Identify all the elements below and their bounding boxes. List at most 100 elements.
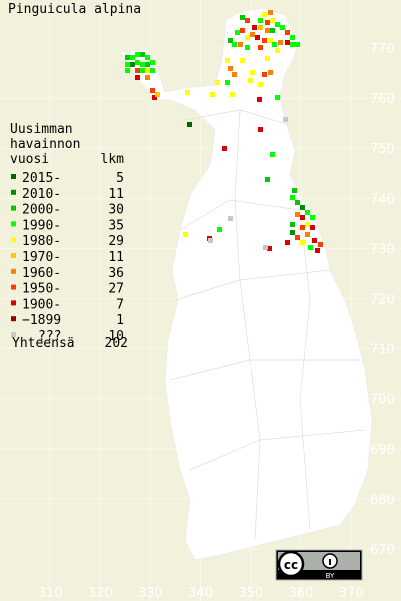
observation-square xyxy=(300,225,305,230)
observation-square xyxy=(290,230,295,235)
legend-swatch xyxy=(11,221,16,227)
grid-label-y: 700 xyxy=(370,393,395,408)
observation-square xyxy=(275,22,280,27)
observation-square xyxy=(217,227,222,232)
grid-label-x: 330 xyxy=(138,586,163,601)
observation-square xyxy=(245,18,250,23)
grid-label-x: 320 xyxy=(88,586,113,601)
legend-count: 29 xyxy=(108,234,124,249)
observation-square xyxy=(280,25,285,30)
license-badge: cc BY xyxy=(275,549,363,581)
legend-swatch xyxy=(11,316,16,322)
observation-square xyxy=(265,28,270,33)
observation-square xyxy=(295,212,300,217)
observation-square xyxy=(265,56,270,61)
observation-square xyxy=(265,177,270,182)
observation-square xyxy=(135,60,140,65)
legend-count: 27 xyxy=(108,282,124,297)
observation-square xyxy=(135,68,140,73)
observation-square xyxy=(228,38,233,43)
observation-square xyxy=(258,127,263,132)
observation-square xyxy=(285,40,290,45)
grid-label-y: 670 xyxy=(370,543,395,558)
observations xyxy=(125,10,323,253)
observation-square xyxy=(255,35,260,40)
observation-square xyxy=(262,12,267,17)
by-label: BY xyxy=(326,572,335,580)
observation-square xyxy=(262,72,267,77)
observation-square xyxy=(268,38,273,43)
legend-count: 30 xyxy=(108,203,124,218)
observation-square xyxy=(285,240,290,245)
legend-swatch xyxy=(11,284,16,290)
observation-square xyxy=(135,52,140,57)
observation-square xyxy=(305,232,310,237)
legend-label: 2000- xyxy=(22,203,61,218)
grid-label-x: 350 xyxy=(238,586,263,601)
country-shape xyxy=(119,7,373,561)
observation-square xyxy=(292,188,297,193)
observation-square xyxy=(125,68,130,73)
observation-square xyxy=(275,48,280,53)
legend-count: 11 xyxy=(108,187,124,202)
grid-label-x: 360 xyxy=(289,586,314,601)
legend-swatch xyxy=(11,174,16,179)
observation-square xyxy=(135,75,140,80)
grid-label-x: 370 xyxy=(339,586,364,601)
observation-square xyxy=(258,25,263,30)
observation-square xyxy=(295,200,300,205)
region-borders xyxy=(169,109,366,541)
observation-square xyxy=(300,215,305,220)
observation-square xyxy=(300,240,305,245)
observation-square xyxy=(245,45,250,50)
observation-square xyxy=(150,68,155,73)
observation-square xyxy=(295,42,300,47)
legend-swatch xyxy=(11,300,16,306)
observation-square xyxy=(252,25,257,30)
legend-heading: vuosi xyxy=(10,152,49,167)
observation-square xyxy=(238,42,243,47)
observation-square xyxy=(240,58,245,63)
observation-square xyxy=(215,80,220,85)
legend-count: 5 xyxy=(116,171,124,186)
observation-square xyxy=(240,28,245,33)
grid-label-y: 750 xyxy=(370,142,395,157)
observation-square xyxy=(308,245,313,250)
by-icon-figure xyxy=(329,559,331,565)
cc-circle xyxy=(277,550,305,578)
observation-square xyxy=(145,75,150,80)
observation-square xyxy=(125,62,130,67)
observation-square xyxy=(258,45,263,50)
observation-square xyxy=(275,95,280,100)
observation-square xyxy=(305,210,310,215)
observation-square xyxy=(283,117,288,122)
observation-square xyxy=(240,15,245,20)
observation-square xyxy=(225,80,230,85)
observation-square xyxy=(225,58,230,63)
legend-label: 1990- xyxy=(22,218,61,233)
observation-square xyxy=(290,42,295,47)
observation-square xyxy=(140,52,145,57)
observation-square xyxy=(152,95,157,100)
observation-square xyxy=(228,66,233,71)
legend-swatch xyxy=(11,253,16,258)
observation-square xyxy=(185,90,190,95)
observation-square xyxy=(230,92,235,97)
observation-square xyxy=(140,68,145,73)
legend-label: ??? xyxy=(38,329,61,344)
legend-label: 1900- xyxy=(22,297,61,312)
grid-label-y: 740 xyxy=(370,192,395,207)
observation-square xyxy=(145,55,150,60)
legend-swatch xyxy=(11,189,16,195)
observation-square xyxy=(155,92,160,97)
legend-count: 1 xyxy=(116,313,124,328)
observation-square xyxy=(272,42,277,47)
legend-count: 36 xyxy=(108,266,124,281)
observation-square xyxy=(318,242,323,247)
grid-label-x: 310 xyxy=(38,586,63,601)
observation-square xyxy=(262,38,267,43)
observation-square xyxy=(140,62,145,67)
observation-square xyxy=(278,40,283,45)
observation-square xyxy=(125,55,130,60)
